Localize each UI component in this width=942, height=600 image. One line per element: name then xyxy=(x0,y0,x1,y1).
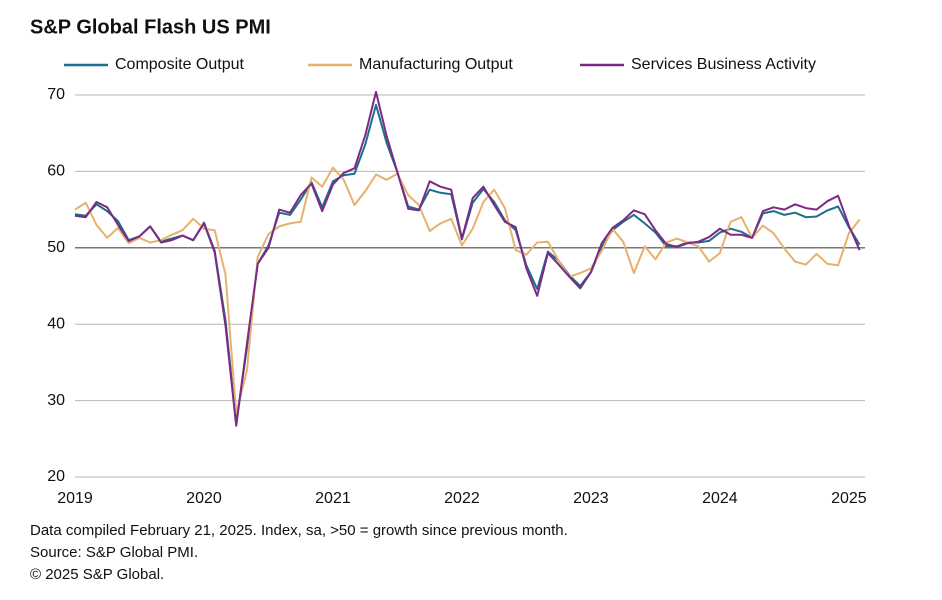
y-tick-label: 60 xyxy=(47,163,65,180)
chart-title: S&P Global Flash US PMI xyxy=(30,16,271,38)
series-line xyxy=(74,103,861,425)
series-line xyxy=(74,90,861,427)
footnote: Source: S&P Global PMI. xyxy=(30,544,198,561)
x-tick-label: 2022 xyxy=(444,490,480,507)
x-tick-label: 2025 xyxy=(831,490,867,507)
y-tick-label: 70 xyxy=(47,86,65,103)
x-tick-label: 2020 xyxy=(186,490,222,507)
y-tick-label: 50 xyxy=(47,239,65,256)
legend-label: Manufacturing Output xyxy=(359,56,513,73)
x-tick-label: 2023 xyxy=(573,490,609,507)
x-tick-label: 2021 xyxy=(315,490,351,507)
series-line xyxy=(74,166,861,415)
legend-label: Services Business Activity xyxy=(631,56,816,73)
footnote: © 2025 S&P Global. xyxy=(30,566,164,583)
y-tick-label: 40 xyxy=(47,315,65,332)
y-tick-label: 20 xyxy=(47,468,65,485)
footnote: Data compiled February 21, 2025. Index, … xyxy=(30,522,568,539)
legend-label: Composite Output xyxy=(115,56,245,73)
x-tick-label: 2024 xyxy=(702,490,738,507)
y-tick-label: 30 xyxy=(47,392,65,409)
x-tick-label: 2019 xyxy=(57,490,93,507)
